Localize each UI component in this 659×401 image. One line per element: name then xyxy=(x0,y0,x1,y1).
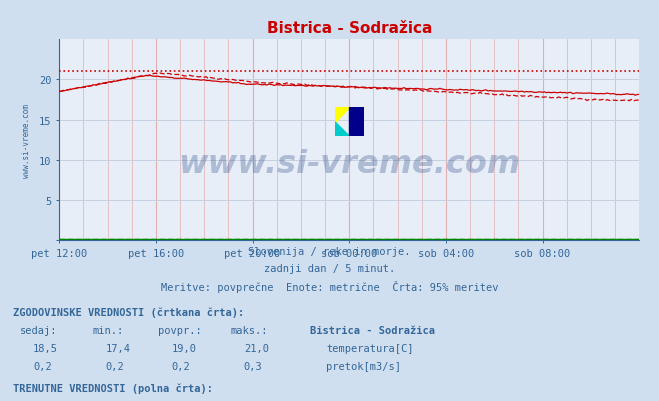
Text: temperatura[C]: temperatura[C] xyxy=(326,343,414,353)
Text: www.si-vreme.com: www.si-vreme.com xyxy=(22,103,31,177)
Text: 0,3: 0,3 xyxy=(244,361,262,371)
Title: Bistrica - Sodražica: Bistrica - Sodražica xyxy=(267,21,432,36)
Text: sedaj:: sedaj: xyxy=(20,325,57,335)
Text: 18,5: 18,5 xyxy=(33,343,58,353)
Text: pretok[m3/s]: pretok[m3/s] xyxy=(326,361,401,371)
Polygon shape xyxy=(335,122,349,137)
Text: Meritve: povprečne  Enote: metrične  Črta: 95% meritev: Meritve: povprečne Enote: metrične Črta:… xyxy=(161,280,498,292)
Polygon shape xyxy=(349,108,364,137)
Text: povpr.:: povpr.: xyxy=(158,325,202,335)
Polygon shape xyxy=(335,108,349,122)
Text: TRENUTNE VREDNOSTI (polna črta):: TRENUTNE VREDNOSTI (polna črta): xyxy=(13,383,213,393)
Text: Slovenija / reke in morje.: Slovenija / reke in morje. xyxy=(248,247,411,257)
Text: 17,4: 17,4 xyxy=(105,343,130,353)
Text: www.si-vreme.com: www.si-vreme.com xyxy=(178,149,521,180)
Text: maks.:: maks.: xyxy=(231,325,268,335)
Text: 19,0: 19,0 xyxy=(171,343,196,353)
Text: Bistrica - Sodražica: Bistrica - Sodražica xyxy=(310,325,435,335)
Text: 21,0: 21,0 xyxy=(244,343,269,353)
Text: min.:: min.: xyxy=(92,325,123,335)
Text: zadnji dan / 5 minut.: zadnji dan / 5 minut. xyxy=(264,263,395,273)
Text: 0,2: 0,2 xyxy=(33,361,51,371)
Text: 0,2: 0,2 xyxy=(105,361,124,371)
Text: ZGODOVINSKE VREDNOSTI (črtkana črta):: ZGODOVINSKE VREDNOSTI (črtkana črta): xyxy=(13,307,244,317)
Text: 0,2: 0,2 xyxy=(171,361,190,371)
